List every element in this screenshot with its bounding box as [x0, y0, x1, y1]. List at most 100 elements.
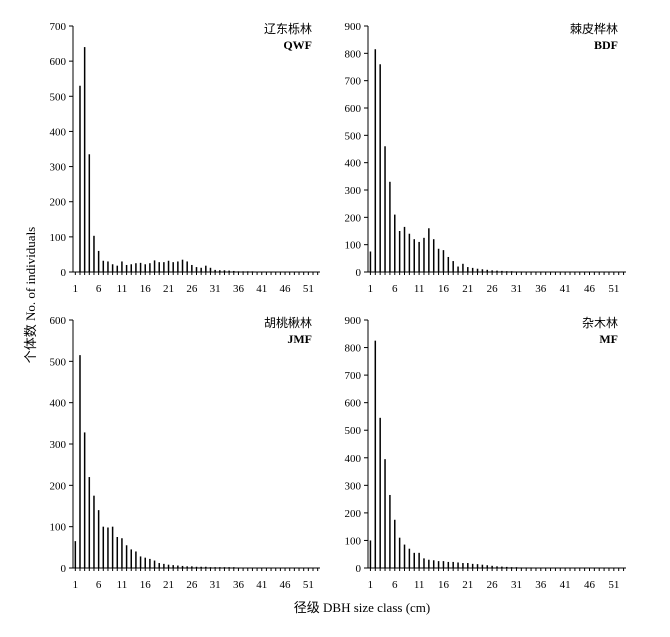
- x-tick-label: 21: [163, 579, 174, 591]
- bar-33: [525, 567, 527, 568]
- x-tick-label: 6: [392, 579, 398, 591]
- bar-1: [369, 251, 372, 272]
- y-tick-label: 100: [50, 522, 67, 534]
- bar-14: [135, 551, 137, 568]
- bar-26: [191, 566, 193, 568]
- bar-5: [389, 181, 391, 272]
- bar-16: [144, 557, 146, 568]
- x-tick-label: 26: [186, 283, 198, 295]
- bar-22: [471, 267, 474, 272]
- y-tick-label: 800: [345, 343, 362, 355]
- bar-31: [214, 269, 216, 272]
- x-tick-label: 46: [584, 283, 596, 295]
- bar-35: [233, 270, 235, 272]
- y-axis-label: 个体数 No. of individuals: [23, 227, 38, 364]
- y-tick-label: 100: [345, 535, 362, 547]
- bar-8: [107, 261, 109, 272]
- x-tick-label: 21: [462, 579, 473, 591]
- bar-21: [467, 267, 469, 272]
- bar-10: [116, 265, 119, 272]
- bar-15: [437, 561, 440, 568]
- y-tick-label: 800: [345, 48, 362, 60]
- bar-10: [116, 537, 119, 568]
- bar-6: [97, 250, 100, 272]
- y-tick-label: 200: [50, 197, 67, 209]
- y-tick-label: 0: [61, 563, 67, 575]
- bar-30: [209, 267, 212, 272]
- bar-29: [205, 265, 207, 272]
- x-tick-label: 1: [368, 283, 374, 295]
- x-tick-label: 16: [140, 283, 152, 295]
- bar-25: [486, 565, 489, 568]
- y-tick-label: 600: [345, 398, 362, 410]
- bar-8: [107, 527, 109, 568]
- bar-12: [423, 237, 425, 272]
- bar-2: [374, 340, 377, 568]
- bar-27: [195, 566, 198, 568]
- bar-13: [130, 549, 133, 568]
- x-axis-label: 径级 DBH size class (cm): [294, 600, 430, 615]
- bar-3: [379, 417, 381, 568]
- x-tick-label: 36: [233, 579, 245, 591]
- y-tick-label: 400: [345, 453, 362, 465]
- x-tick-label: 6: [96, 283, 102, 295]
- y-tick-label: 300: [50, 162, 67, 174]
- y-tick-label: 700: [345, 370, 362, 382]
- bar-23: [476, 268, 479, 272]
- bar-35: [233, 567, 235, 568]
- bar-19: [457, 266, 459, 272]
- y-tick-label: 300: [345, 480, 362, 492]
- x-tick-label: 16: [438, 283, 450, 295]
- bar-22: [471, 563, 474, 568]
- bar-17: [149, 558, 151, 568]
- bar-30: [510, 271, 513, 272]
- bar-31: [515, 271, 518, 272]
- x-tick-label: 31: [511, 283, 522, 295]
- panel-title-cn: 辽东栎林: [264, 22, 312, 36]
- bar-38: [247, 271, 249, 272]
- bar-24: [481, 564, 484, 568]
- bar-19: [457, 562, 459, 568]
- bar-23: [177, 565, 179, 568]
- bar-6: [394, 214, 396, 272]
- bar-24: [481, 269, 484, 272]
- x-tick-label: 51: [608, 283, 619, 295]
- bar-11: [418, 241, 420, 272]
- bar-20: [163, 262, 165, 272]
- y-tick-label: 900: [345, 315, 362, 327]
- y-tick-label: 500: [345, 130, 362, 142]
- bar-22: [172, 565, 174, 568]
- bar-15: [437, 248, 440, 272]
- panel-title-cn: 棘皮桦林: [570, 21, 618, 36]
- x-tick-label: 46: [584, 579, 596, 591]
- bar-15: [139, 556, 142, 568]
- panel-title-en: BDF: [594, 38, 618, 52]
- bar-26: [491, 565, 493, 568]
- bar-4: [384, 459, 386, 568]
- bar-7: [398, 231, 401, 272]
- bar-26: [191, 264, 193, 272]
- bar-18: [452, 561, 454, 568]
- bar-18: [153, 260, 156, 272]
- bar-20: [163, 563, 165, 568]
- x-tick-label: 31: [210, 579, 221, 591]
- bar-32: [219, 270, 221, 272]
- x-tick-label: 11: [414, 283, 425, 295]
- y-tick-label: 0: [61, 267, 67, 279]
- bar-29: [505, 271, 508, 272]
- y-tick-label: 500: [50, 91, 67, 103]
- bar-34: [228, 567, 230, 568]
- bar-7: [102, 260, 105, 272]
- bar-8: [403, 226, 406, 272]
- x-tick-label: 46: [280, 579, 292, 591]
- bar-23: [177, 261, 179, 272]
- bar-32: [520, 271, 523, 272]
- bar-13: [130, 264, 133, 272]
- bar-12: [125, 545, 128, 568]
- bar-32: [520, 567, 523, 568]
- bar-12: [125, 264, 128, 272]
- bar-39: [251, 271, 254, 272]
- bar-24: [181, 565, 184, 568]
